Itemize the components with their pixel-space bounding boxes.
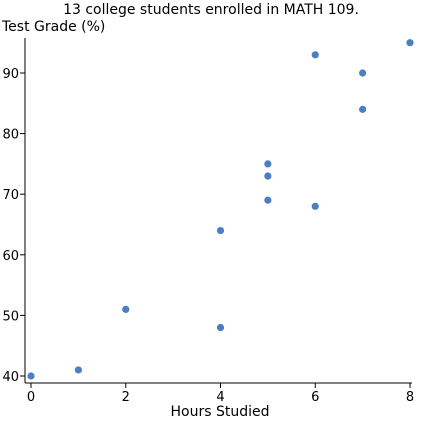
x-tick-label: 8	[406, 390, 414, 405]
data-point	[216, 226, 225, 235]
x-tick-label: 0	[27, 390, 35, 405]
data-point	[74, 366, 82, 374]
data-point	[359, 69, 367, 77]
y-tick-label: 40	[2, 370, 19, 385]
data-point	[27, 372, 35, 380]
x-tick-label: 4	[216, 390, 224, 405]
x-tick-label: 2	[122, 390, 130, 405]
x-axis-label: Hours Studied	[171, 404, 270, 420]
y-tick-label: 50	[2, 309, 19, 324]
data-point	[359, 105, 367, 113]
data-points	[27, 39, 414, 380]
chart-title: 13 college students enrolled in MATH 109…	[63, 2, 359, 18]
data-point	[264, 172, 272, 180]
data-point	[406, 39, 414, 47]
data-point	[311, 202, 319, 210]
y-tick-label: 60	[2, 249, 19, 264]
data-point	[264, 160, 272, 168]
y-tick-label: 80	[2, 128, 19, 143]
x-tick-label: 6	[311, 390, 319, 405]
data-point	[264, 196, 272, 204]
data-point	[216, 323, 225, 332]
y-axis-label: Test Grade (%)	[1, 19, 105, 35]
y-tick-label: 90	[2, 67, 19, 82]
axis-ticks: 0 2 4 6 8 40 50 60 70 80 90	[2, 67, 414, 405]
data-point	[311, 51, 319, 59]
y-tick-label: 70	[2, 188, 19, 203]
data-point	[122, 305, 130, 313]
